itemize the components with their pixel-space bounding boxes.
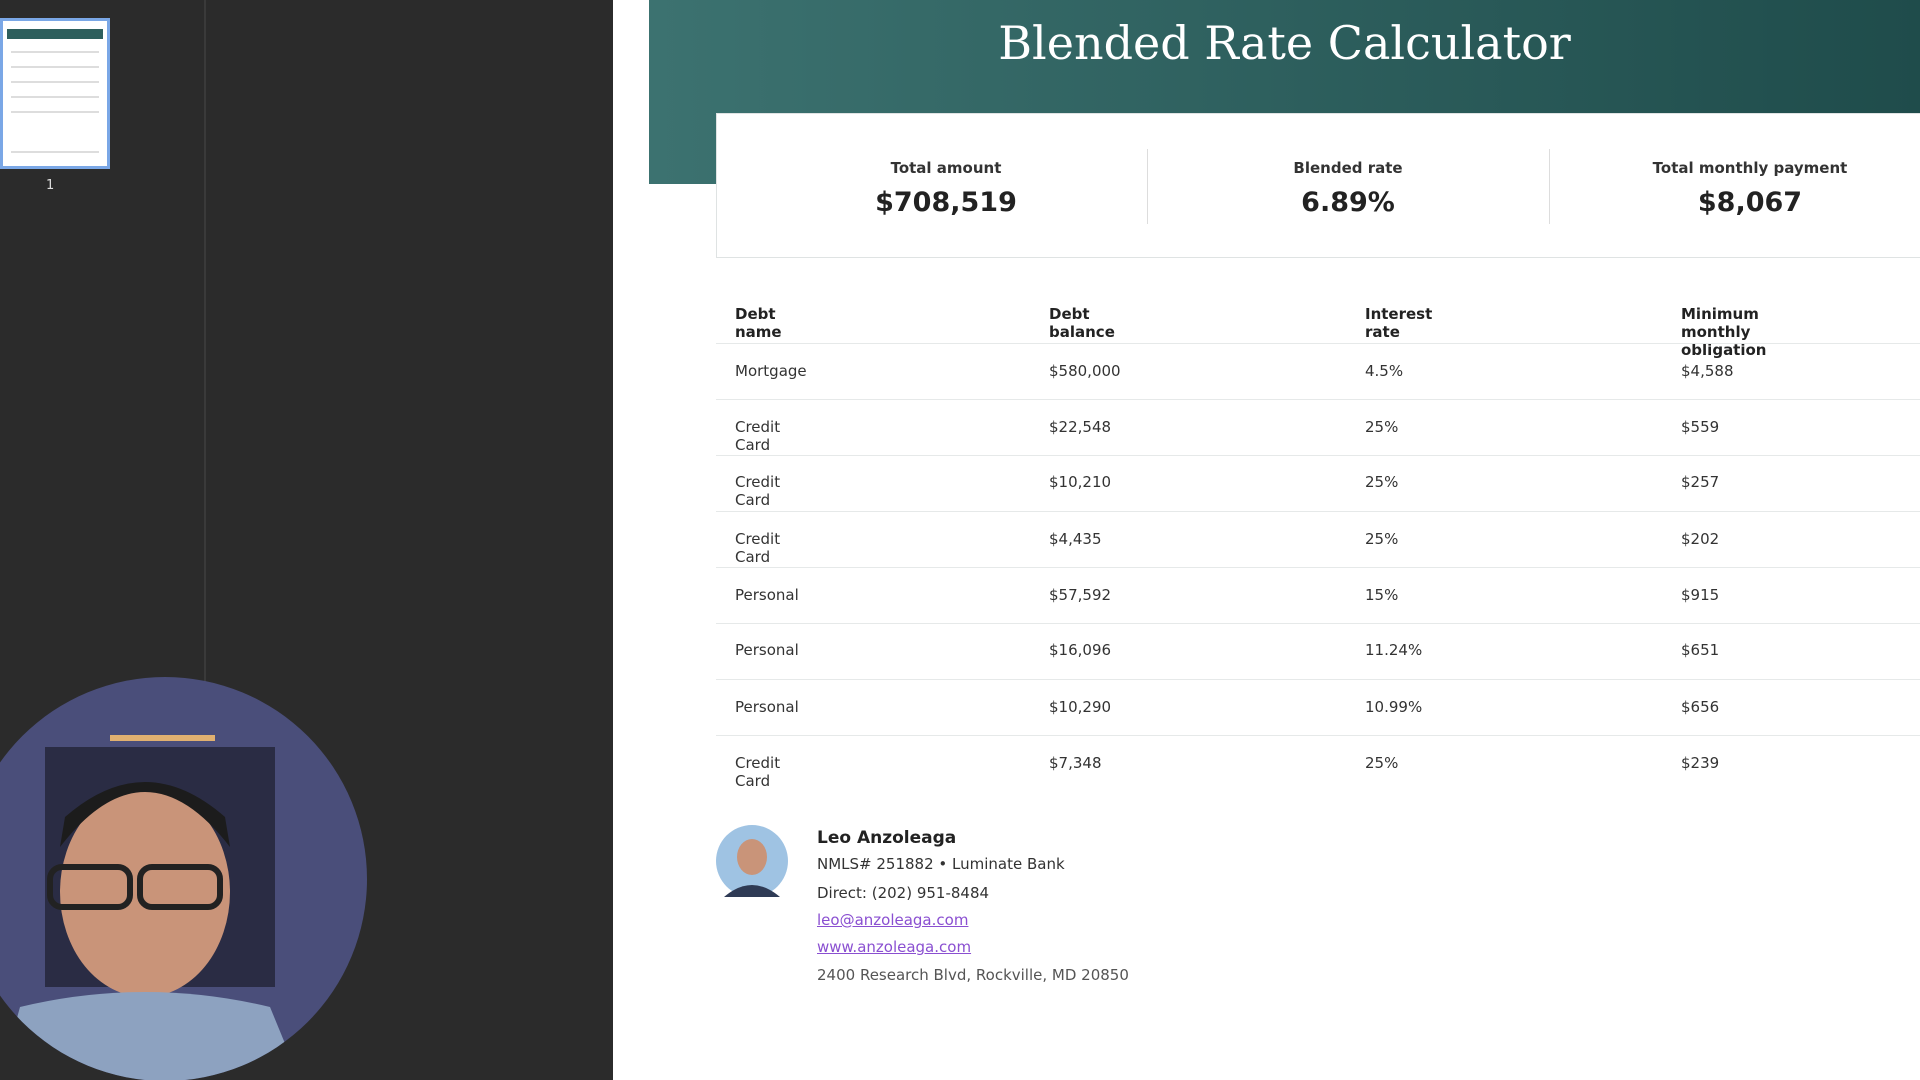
contact-address: 2400 Research Blvd, Rockville, MD 20850 bbox=[817, 966, 1129, 984]
table-cell: 4.5% bbox=[1365, 362, 1404, 380]
stat-divider bbox=[1147, 149, 1148, 224]
table-cell: Credit Card bbox=[735, 418, 781, 454]
summary-card: Total amount $708,519 Blended rate 6.89% Tot… bbox=[716, 113, 1920, 258]
column-header: Debt name bbox=[735, 305, 782, 341]
document-title: Blended Rate Calculator bbox=[998, 16, 1571, 70]
table-cell: $4,435 bbox=[1049, 530, 1102, 548]
column-header: Interest rate bbox=[1365, 305, 1433, 341]
table-cell: $559 bbox=[1681, 418, 1720, 436]
table-cell: $202 bbox=[1681, 530, 1720, 548]
table-cell: Credit Card bbox=[735, 530, 781, 566]
stat-value: $8,067 bbox=[1697, 187, 1803, 218]
column-header: Minimum monthly obligation bbox=[1681, 305, 1767, 359]
contact-phone: Direct: (202) 951-8484 bbox=[817, 884, 990, 902]
table-cell: Personal bbox=[735, 641, 799, 659]
table-cell: $10,290 bbox=[1049, 698, 1112, 716]
table-cell: $915 bbox=[1681, 586, 1720, 604]
row-divider bbox=[716, 399, 1920, 400]
table-cell: $57,592 bbox=[1049, 586, 1112, 604]
table-cell: $4,588 bbox=[1681, 362, 1734, 380]
contact-photo bbox=[716, 825, 788, 897]
stat-divider bbox=[1549, 149, 1550, 224]
table-cell: 11.24% bbox=[1365, 641, 1423, 659]
table-cell: Credit Card bbox=[735, 754, 781, 790]
summary-stat: Total monthly payment $8,067 bbox=[1560, 159, 1920, 218]
table-cell: 15% bbox=[1365, 586, 1399, 604]
row-divider bbox=[716, 343, 1920, 344]
summary-stat: Total amount $708,519 bbox=[756, 159, 1136, 218]
table-cell: $10,210 bbox=[1049, 473, 1112, 491]
row-divider bbox=[716, 735, 1920, 736]
contact-nmls: NMLS# 251882 • Luminate Bank bbox=[817, 855, 1065, 873]
table-cell: $239 bbox=[1681, 754, 1720, 772]
table-cell: $22,548 bbox=[1049, 418, 1112, 436]
stat-label: Total monthly payment bbox=[1652, 159, 1848, 177]
table-cell: $651 bbox=[1681, 641, 1720, 659]
table-cell: $257 bbox=[1681, 473, 1720, 491]
table-cell: 25% bbox=[1365, 530, 1399, 548]
contact-email[interactable]: leo@anzoleaga.com bbox=[817, 911, 969, 929]
contact-website[interactable]: www.anzoleaga.com bbox=[817, 938, 972, 956]
table-cell: 25% bbox=[1365, 418, 1399, 436]
table-cell: Mortgage bbox=[735, 362, 807, 380]
column-header: Debt balance bbox=[1049, 305, 1115, 341]
stat-label: Total amount bbox=[890, 159, 1002, 177]
panel-divider bbox=[204, 0, 206, 700]
row-divider bbox=[716, 454, 1920, 456]
table-cell: $580,000 bbox=[1049, 362, 1121, 380]
webcam bbox=[0, 677, 367, 1080]
row-divider bbox=[716, 622, 1920, 624]
row-divider bbox=[716, 510, 1920, 512]
table-cell: 25% bbox=[1365, 473, 1399, 491]
table-cell: Personal bbox=[735, 698, 799, 716]
table-cell: 10.99% bbox=[1365, 698, 1423, 716]
table-cell: Credit Card bbox=[735, 473, 781, 509]
stat-value: $708,519 bbox=[875, 187, 1017, 218]
table-cell: $16,096 bbox=[1049, 641, 1112, 659]
table-cell: 25% bbox=[1365, 754, 1399, 772]
table-cell: $656 bbox=[1681, 698, 1720, 716]
row-divider bbox=[716, 678, 1920, 680]
row-divider bbox=[716, 567, 1920, 568]
table-cell: $7,348 bbox=[1049, 754, 1102, 772]
table-cell: Personal bbox=[735, 586, 799, 604]
summary-stat: Blended rate 6.89% bbox=[1158, 159, 1538, 218]
stat-label: Blended rate bbox=[1293, 159, 1403, 177]
slide-thumbnail[interactable] bbox=[0, 18, 110, 169]
stat-value: 6.89% bbox=[1301, 187, 1395, 218]
contact-name: Leo Anzoleaga bbox=[817, 828, 957, 848]
thumbnail-number: 1 bbox=[46, 178, 55, 193]
